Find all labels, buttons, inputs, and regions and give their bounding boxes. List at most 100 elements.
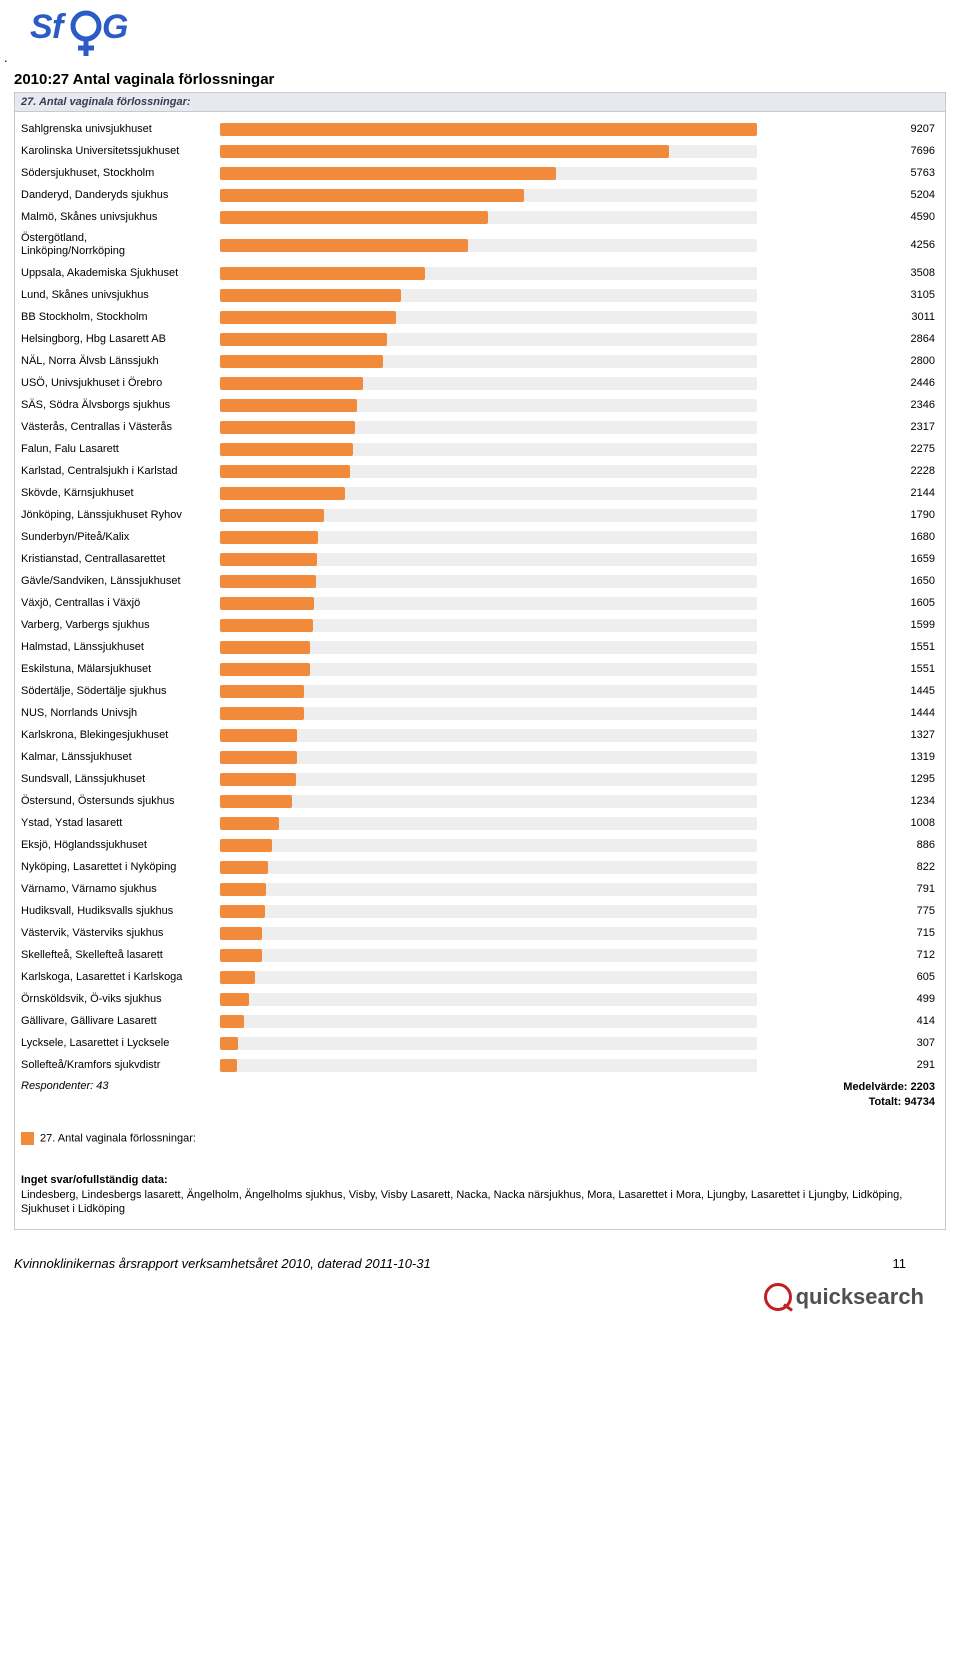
row-label: NUS, Norrlands Univsjh [21,707,220,720]
bar-track [220,816,875,831]
bar-track [220,464,875,479]
bar-track [220,1014,875,1029]
row-value: 3011 [875,311,939,323]
bar [220,167,556,180]
bar-track [220,882,875,897]
row-label: Kristianstad, Centrallasarettet [21,553,220,566]
bar [220,189,524,202]
row-label: Gällivare, Gällivare Lasarett [21,1015,220,1028]
bar [220,509,324,522]
bar [220,575,316,588]
row-label: Karolinska Universitetssjukhuset [21,145,220,158]
row-value: 499 [875,993,939,1005]
bar-track [220,904,875,919]
chart-row: Kristianstad, Centrallasarettet 1659 [21,548,939,570]
row-label: Jönköping, Länssjukhuset Ryhov [21,509,220,522]
nodata-section: Inget svar/ofullständig data: Lindesberg… [15,1153,945,1230]
row-value: 4256 [875,239,939,251]
bar [220,399,357,412]
row-label: Östergötland,Linköping/Norrköping [21,232,220,257]
row-value: 886 [875,839,939,851]
summary-right: Medelvärde: 2203 Totalt: 94734 [216,1080,939,1110]
row-label: Uppsala, Akademiska Sjukhuset [21,267,220,280]
row-label: Ystad, Ystad lasarett [21,817,220,830]
bar [220,839,272,852]
bar-track [220,750,875,765]
bar [220,707,304,720]
chart-row: Lund, Skånes univsjukhus3105 [21,284,939,306]
row-label: Skellefteå, Skellefteå lasarett [21,949,220,962]
row-label: Eskilstuna, Mälarsjukhuset [21,663,220,676]
bar-track [220,442,875,457]
row-label: Eksjö, Höglandssjukhuset [21,839,220,852]
bar-track [220,992,875,1007]
bar [220,1059,237,1072]
footer-text: Kvinnoklinikernas årsrapport verksamhets… [14,1256,881,1271]
bar [220,597,314,610]
row-label: SÄS, Södra Älvsborgs sjukhus [21,399,220,412]
row-label: Skövde, Kärnsjukhuset [21,487,220,500]
chart-row: Sunderbyn/Piteå/Kalix1680 [21,526,939,548]
row-label: Halmstad, Länssjukhuset [21,641,220,654]
bar [220,663,310,676]
chart-container: 27. Antal vaginala förlossningar: Sahlgr… [14,92,946,1230]
svg-text:S: S [30,8,53,46]
chart-row: Sahlgrenska univsjukhuset 9207 [21,118,939,140]
bar-track [220,332,875,347]
row-value: 1551 [875,641,939,653]
bar-track [220,772,875,787]
row-value: 414 [875,1015,939,1027]
bar-track [220,310,875,325]
bar [220,883,266,896]
row-label: NÄL, Norra Älvsb Länssjukh [21,355,220,368]
bar-track [220,1058,875,1073]
mean-label: Medelvärde: 2203 [843,1081,935,1093]
bar-track [220,288,875,303]
chart-row: Hudiksvall, Hudiksvalls sjukhus775 [21,900,939,922]
chart-row: Skövde, Kärnsjukhuset2144 [21,482,939,504]
chart-row: Karlskoga, Lasarettet i Karlskoga605 [21,966,939,988]
row-label: USÖ, Univsjukhuset i Örebro [21,377,220,390]
bar [220,949,262,962]
row-value: 822 [875,861,939,873]
bar [220,729,297,742]
row-label: Falun, Falu Lasarett [21,443,220,456]
bar-track [220,728,875,743]
row-label: Karlskrona, Blekingesjukhuset [21,729,220,742]
row-value: 1659 [875,553,939,565]
bar-track [220,238,875,253]
page-footer: Kvinnoklinikernas årsrapport verksamhets… [0,1230,960,1279]
chart-row: Östersund, Östersunds sjukhus1234 [21,790,939,812]
chart-legend: 27. Antal vaginala förlossningar: [15,1114,945,1153]
legend-text: 27. Antal vaginala förlossningar: [40,1132,196,1144]
nodata-title: Inget svar/ofullständig data: [21,1174,168,1186]
sfog-logo: S f G [30,4,170,65]
row-value: 1680 [875,531,939,543]
row-value: 2446 [875,377,939,389]
row-value: 7696 [875,145,939,157]
chart-row: Sundsvall, Länssjukhuset1295 [21,768,939,790]
bar-track [220,398,875,413]
chart-row: Kalmar, Länssjukhuset1319 [21,746,939,768]
bar-track [220,838,875,853]
bar-track [220,948,875,963]
row-value: 1650 [875,575,939,587]
chart-row: Växjö, Centrallas i Växjö1605 [21,592,939,614]
chart-row: Karlstad, Centralsjukh i Karlstad2228 [21,460,939,482]
row-label: Sahlgrenska univsjukhuset [21,123,220,136]
bar-track [220,794,875,809]
row-value: 307 [875,1037,939,1049]
quicksearch-logo: quicksearch [0,1279,960,1327]
row-value: 5204 [875,189,939,201]
chart-row: Helsingborg, Hbg Lasarett AB2864 [21,328,939,350]
bar-track [220,486,875,501]
bar [220,773,296,786]
bar-track [220,574,875,589]
row-value: 9207 [875,123,939,135]
bar-track [220,684,875,699]
row-value: 1551 [875,663,939,675]
bar [220,311,396,324]
bar [220,861,268,874]
nodata-text: Lindesberg, Lindesbergs lasarett, Ängelh… [21,1189,902,1216]
row-label: Karlskoga, Lasarettet i Karlskoga [21,971,220,984]
